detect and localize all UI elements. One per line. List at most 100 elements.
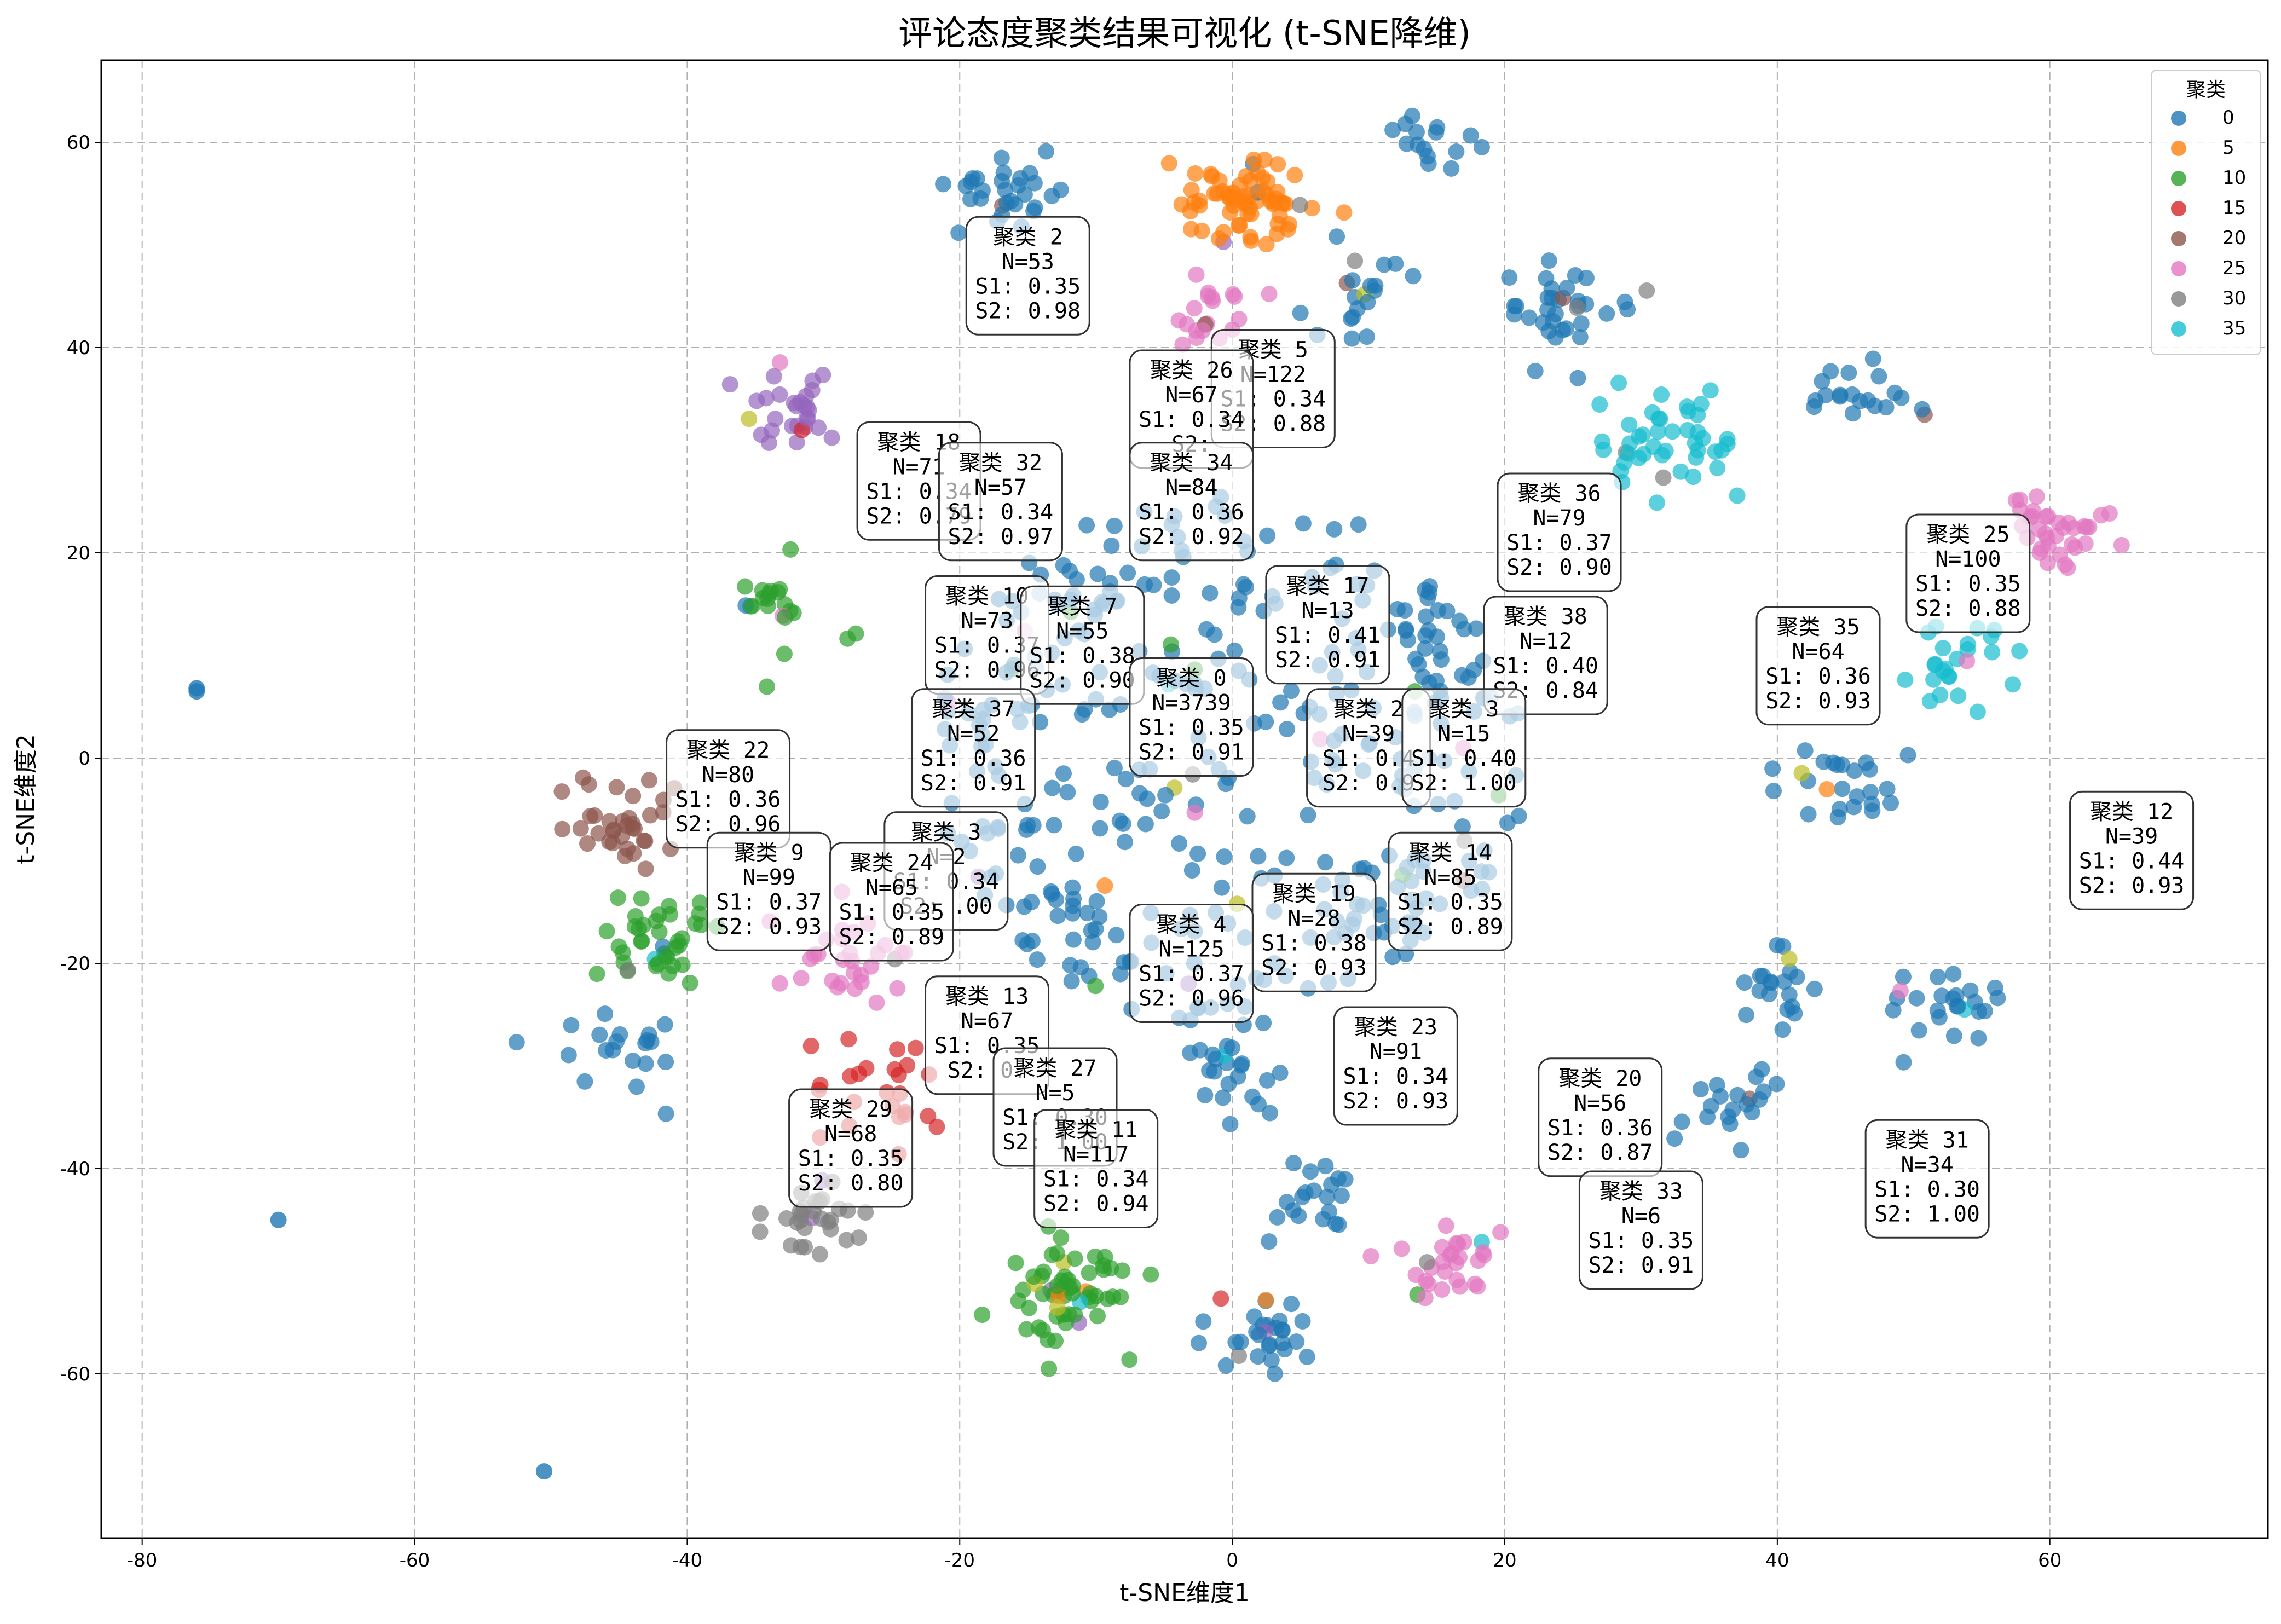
cluster-label-line: S1: 0.35	[1915, 571, 2021, 597]
data-point	[1272, 694, 1289, 711]
data-point	[1171, 835, 1188, 852]
data-point	[796, 1220, 813, 1236]
data-point	[974, 1306, 991, 1323]
data-point	[1673, 1113, 1690, 1130]
data-point	[1043, 188, 1060, 205]
cluster-label-box	[938, 442, 1063, 562]
data-point	[1009, 847, 1026, 864]
data-point	[1197, 1086, 1214, 1103]
cluster-label-box	[1333, 1006, 1458, 1126]
cluster-label-line: N=6	[1621, 1204, 1661, 1229]
data-point	[1295, 515, 1312, 532]
data-point	[1460, 669, 1477, 686]
data-point	[2011, 643, 2028, 660]
data-point	[2040, 508, 2057, 525]
data-point	[1428, 124, 1445, 141]
data-point	[508, 1034, 525, 1051]
legend-title: 聚类	[2186, 79, 2226, 101]
data-point	[1186, 804, 1203, 821]
cluster-label-line: S1: 0.37	[1506, 530, 1612, 556]
data-point	[810, 419, 827, 436]
cluster-label-line: 聚类 12	[2090, 799, 2173, 824]
cluster-label-line: S1: 0.40	[1493, 654, 1598, 679]
data-point	[1083, 922, 1100, 939]
data-point	[1279, 221, 1296, 238]
data-point	[1409, 136, 1426, 153]
cluster-label-line: N=67	[1165, 383, 1217, 408]
data-point	[763, 583, 779, 600]
data-point	[1699, 1108, 1716, 1125]
cluster-label-box	[1129, 442, 1254, 562]
data-point	[1846, 762, 1863, 779]
cluster-label-line: 聚类 2	[993, 224, 1063, 250]
cluster-label-line: 聚类 3	[1429, 697, 1499, 722]
cluster-label-line: 聚类 14	[1408, 840, 1492, 865]
data-point	[1283, 683, 1300, 700]
data-point	[1350, 516, 1367, 533]
legend-entry-label: 10	[2222, 167, 2246, 189]
cluster-label-line: N=85	[1424, 865, 1476, 890]
data-point	[1285, 1155, 1302, 1172]
data-point	[609, 889, 626, 906]
data-point	[1283, 1296, 1300, 1313]
data-point	[642, 807, 659, 824]
data-point	[974, 182, 991, 199]
data-point	[1263, 1351, 1280, 1368]
data-point	[1065, 897, 1082, 914]
cluster-label-line: S1: 0.35	[1398, 889, 1503, 915]
data-point	[1026, 199, 1043, 216]
data-point	[1774, 1021, 1791, 1038]
data-point	[1306, 1182, 1323, 1199]
data-point	[1029, 858, 1046, 875]
data-point	[1242, 229, 1259, 246]
data-point	[1738, 1007, 1755, 1024]
cluster-label-line: N=91	[1370, 1039, 1422, 1065]
cluster-label-line: 聚类 3	[911, 820, 981, 845]
cluster-label-line: S2: 0.98	[975, 298, 1081, 323]
cluster-label-line: N=39	[2105, 824, 2158, 849]
cluster-label-line: S1: 0.40	[1411, 746, 1517, 771]
data-point	[1191, 192, 1208, 209]
data-point	[1945, 966, 1962, 983]
data-point	[1468, 620, 1485, 637]
data-point	[1765, 783, 1782, 800]
data-point	[1892, 983, 1909, 999]
cluster-label-box	[1401, 688, 1527, 808]
plot-frame	[100, 59, 2269, 1539]
data-point	[824, 972, 841, 989]
cluster-label-box	[1020, 585, 1145, 705]
cluster-label-line: N=68	[824, 1122, 877, 1147]
data-point	[2081, 519, 2098, 536]
cluster-label-line: 聚类 20	[1558, 1066, 1642, 1091]
data-point	[1223, 1039, 1240, 1056]
data-point	[1092, 820, 1108, 837]
cluster-label-line: N=71	[892, 454, 945, 479]
data-point	[674, 930, 691, 947]
cluster-label-line: N=12	[1520, 629, 1572, 654]
cluster-label-line: S1: 0.37	[716, 889, 822, 915]
data-point	[1238, 579, 1255, 596]
data-point	[1398, 621, 1414, 638]
cluster-label-box	[1578, 1170, 1703, 1290]
data-point	[1279, 720, 1296, 737]
cluster-label-line: N=53	[1002, 249, 1054, 274]
data-point	[1259, 173, 1276, 190]
legend-marker	[2171, 171, 2186, 186]
data-point	[1266, 1365, 1283, 1382]
data-point	[1137, 816, 1154, 833]
data-point	[997, 182, 1014, 199]
cluster-label-line: N=73	[961, 609, 1013, 634]
x-tick-label: -80	[127, 1550, 158, 1571]
data-point	[1989, 990, 2006, 1007]
data-point	[1230, 599, 1247, 616]
data-point	[1433, 651, 1450, 668]
data-point	[636, 832, 652, 849]
data-point	[582, 808, 599, 825]
data-point	[759, 678, 776, 695]
data-point	[660, 965, 677, 982]
cluster-label-line: S2: 1.00	[1411, 771, 1517, 796]
data-point	[1188, 266, 1205, 283]
data-point	[1921, 693, 1938, 710]
